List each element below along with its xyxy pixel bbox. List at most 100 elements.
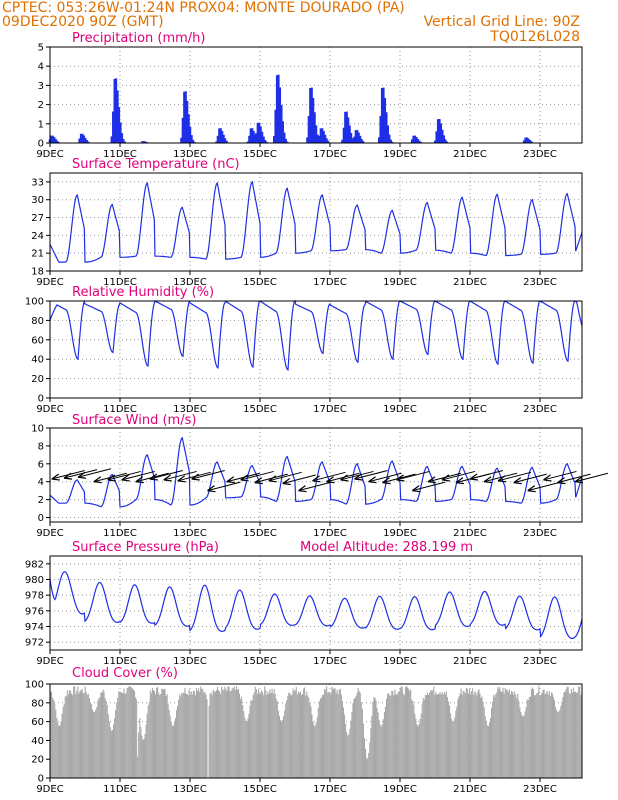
wind-arrow-head	[557, 477, 566, 485]
cloud-cover-bar	[558, 711, 560, 778]
temperature-series-line	[49, 180, 583, 263]
cloud-cover-bar	[227, 686, 229, 778]
wind-arrow-head	[207, 485, 216, 493]
cloud-cover-bar	[565, 688, 567, 778]
cloud-cover-xtick-label: 11DEC	[103, 784, 137, 795]
cloud-cover-bar	[395, 694, 397, 778]
precipitation-bar	[262, 136, 265, 143]
cloud-cover-bar	[107, 714, 109, 778]
cloud-cover-bar	[380, 726, 382, 778]
cloud-cover-bar	[529, 696, 531, 778]
cloud-cover-bar	[417, 726, 419, 778]
pressure-xtick-label: 21DEC	[453, 656, 487, 667]
cloud-cover-bar	[441, 692, 443, 778]
cloud-cover-bar	[398, 691, 400, 778]
cloud-cover-bar	[228, 686, 230, 778]
cloud-cover-bar	[482, 701, 484, 778]
cloud-cover-bar	[402, 693, 404, 778]
cloud-cover-bar	[71, 693, 73, 778]
precipitation-xtick-label: 11DEC	[103, 149, 137, 160]
cloud-cover-bar	[258, 693, 261, 778]
wind-xtick-label: 21DEC	[453, 528, 487, 539]
cloud-cover-bar	[122, 693, 124, 778]
wind-arrow	[121, 470, 155, 481]
precipitation-bar	[87, 141, 90, 143]
cloud-cover-bar	[528, 697, 530, 778]
cloud-cover-ytick-label: 40	[31, 736, 44, 747]
precipitation-bar	[181, 117, 184, 143]
precipitation-bar	[325, 138, 328, 143]
cloud-cover-bar	[115, 710, 117, 778]
cloud-cover-bar	[159, 695, 161, 778]
cloud-cover-xtick-label: 13DEC	[173, 784, 207, 795]
precipitation-bar	[193, 141, 196, 143]
cloud-cover-bar	[491, 707, 493, 778]
temperature-xtick-label: 11DEC	[103, 277, 137, 288]
cloud-cover-bar	[201, 688, 203, 778]
cloud-cover-bar	[348, 734, 350, 778]
cloud-cover-bar	[185, 694, 187, 778]
cloud-cover-bar	[275, 699, 277, 778]
cloud-cover-bar	[465, 687, 467, 778]
cloud-cover-bar	[320, 697, 322, 778]
cloud-cover-bar	[414, 713, 416, 778]
cloud-cover-bar	[379, 724, 381, 778]
cloud-cover-bar	[80, 690, 82, 778]
cloud-cover-bar	[83, 693, 85, 778]
wind-arrow-head	[226, 476, 235, 484]
precipitation-bar	[353, 136, 356, 143]
cloud-cover-bar	[64, 696, 66, 778]
cloud-cover-bar	[190, 691, 192, 778]
precipitation-bar	[391, 141, 394, 143]
precipitation-bar	[379, 116, 382, 143]
humidity-xtick-label: 21DEC	[453, 404, 487, 415]
precipitation-bar	[280, 105, 283, 143]
precipitation-bar	[530, 141, 533, 143]
cloud-cover-bar	[129, 686, 131, 778]
cloud-cover-bar	[241, 696, 243, 778]
cloud-cover-bar	[150, 692, 152, 778]
cloud-cover-bar	[387, 694, 389, 778]
wind-ytick-label: 8	[38, 441, 44, 452]
cloud-cover-bar	[415, 718, 417, 778]
precipitation-bar	[438, 118, 441, 143]
cloud-cover-bar	[104, 698, 106, 778]
precipitation-bar	[441, 129, 444, 143]
cloud-cover-bar	[524, 711, 526, 778]
precipitation-bar	[54, 138, 57, 143]
cloud-cover-bar	[345, 723, 347, 778]
precipitation-ytick-label: 0	[38, 139, 44, 150]
cloud-cover-bar	[291, 694, 293, 778]
cloud-cover-bar	[434, 694, 436, 778]
precipitation-ytick-label: 1	[38, 119, 44, 130]
cloud-cover-bar	[411, 699, 413, 778]
precipitation-bar	[528, 139, 532, 143]
cloud-cover-bar	[577, 692, 579, 778]
cloud-cover-bar	[221, 686, 223, 778]
cloud-cover-bar	[223, 690, 225, 778]
wind-arrow-head	[441, 474, 451, 482]
cloud-cover-bar	[235, 686, 237, 778]
cloud-cover-bar	[142, 740, 144, 778]
cloud-cover-bar	[378, 719, 380, 778]
cloud-cover-bar	[199, 692, 201, 778]
precipitation-bar	[222, 134, 225, 143]
cloud-cover-bar	[213, 691, 215, 778]
precipitation-bar	[116, 90, 119, 143]
cloud-cover-bar	[147, 705, 149, 778]
cloud-cover-bar	[149, 690, 151, 778]
cloud-cover-bar	[75, 694, 77, 778]
cloud-cover-bar	[156, 687, 158, 778]
cloud-cover-bar	[473, 694, 475, 778]
cloud-cover-bar	[144, 733, 146, 778]
cloud-cover-bar	[308, 697, 310, 778]
cloud-cover-bar	[148, 702, 150, 778]
cloud-cover-xtick-label: 23DEC	[523, 784, 557, 795]
precipitation-bar	[274, 109, 277, 143]
cloud-cover-bar	[268, 693, 270, 778]
precipitation-bar	[112, 111, 115, 143]
cloud-cover-bar	[215, 690, 217, 778]
humidity-xtick-label: 23DEC	[523, 404, 557, 415]
cloud-cover-bar	[413, 704, 415, 778]
header-model-code: TQ0126L028	[489, 29, 580, 45]
